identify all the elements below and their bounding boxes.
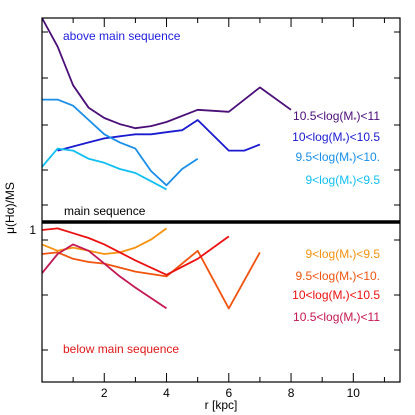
series-line-above-1	[57, 119, 261, 152]
y-tick-label: 1	[29, 223, 36, 237]
region-label-above: above main sequence	[63, 29, 181, 43]
x-tick-label: 10	[347, 386, 361, 400]
series-label-above-0: 10.5<log(M*)<11	[293, 109, 380, 125]
y-axis-label: μ(Hα)/MS	[3, 182, 17, 234]
x-tick-label: 8	[288, 386, 295, 400]
x-tick-label: 2	[101, 386, 108, 400]
region-label-below: below main sequence	[63, 342, 179, 356]
series-label-below-1: 9.5<log(M*)<10.	[295, 269, 380, 285]
plot-frame	[41, 17, 401, 383]
x-tick-label: 6	[225, 386, 232, 400]
series-line-below-2	[42, 227, 230, 276]
series-line-above-2	[42, 98, 199, 187]
series-line-above-3	[42, 147, 167, 191]
series-label-above-1: 10<log(M*)<10.5	[292, 130, 380, 146]
x-tick-label: 4	[163, 386, 170, 400]
series-line-below-1	[42, 249, 261, 310]
series-line-below-3	[42, 243, 168, 310]
x-axis-label: r [kpc]	[205, 398, 238, 412]
series-line-below-0	[42, 227, 168, 255]
series-label-below-3: 10.5<log(M*)<11	[293, 310, 380, 326]
main-sequence-label: main sequence	[64, 204, 146, 218]
series-line-above-0	[42, 18, 292, 130]
series-label-below-2: 10<log(M*)<10.5	[292, 288, 380, 304]
series-label-below-0: 9<log(M*)<9.5	[306, 247, 381, 263]
series-label-above-2: 9.5<log(M*)<10.	[295, 150, 380, 166]
series-label-above-3: 9<log(M*)<9.5	[306, 173, 381, 189]
